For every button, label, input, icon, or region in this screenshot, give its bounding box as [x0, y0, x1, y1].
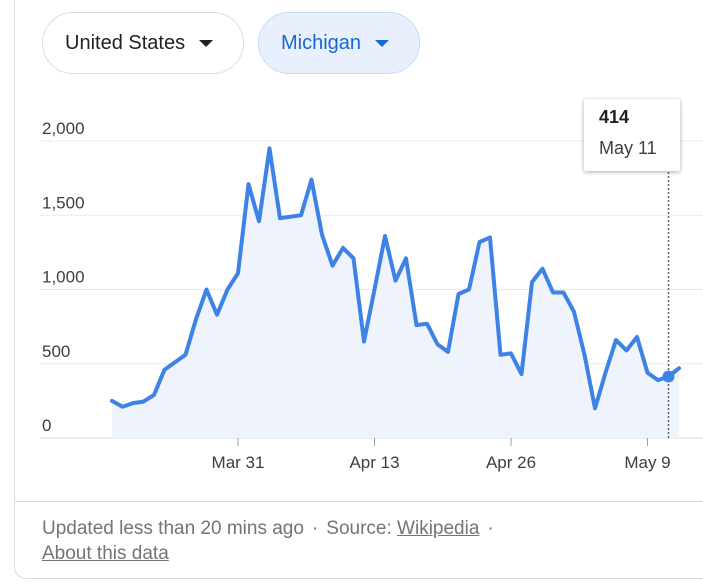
data-point — [604, 371, 608, 375]
data-point — [184, 353, 188, 357]
data-point — [677, 366, 681, 370]
value-tooltip: 414 May 11 — [584, 99, 680, 171]
y-axis: 0 500 1,000 1,500 2,000 — [42, 119, 85, 435]
tooltip-value: 414 — [599, 107, 630, 127]
data-point — [152, 393, 156, 397]
y-tick-label: 500 — [42, 342, 70, 361]
x-tick-label: Apr 13 — [349, 453, 399, 472]
data-point — [562, 290, 566, 294]
about-data-link[interactable]: About this data — [42, 543, 169, 564]
region-dropdown[interactable]: Michigan — [258, 12, 420, 74]
data-point — [341, 246, 345, 250]
data-point — [299, 213, 303, 217]
country-dropdown[interactable]: United States — [42, 12, 244, 74]
data-point — [614, 338, 618, 342]
data-point — [635, 335, 639, 339]
region-dropdown-label: Michigan — [281, 31, 362, 54]
data-point — [142, 400, 146, 404]
data-point — [268, 146, 272, 150]
chart-footer: Updated less than 20 mins ago · Source: Wi… — [42, 516, 662, 566]
data-point — [583, 353, 587, 357]
data-point — [236, 271, 240, 275]
data-point — [110, 399, 114, 403]
data-point — [373, 288, 377, 292]
data-point — [331, 264, 335, 268]
data-point — [163, 368, 167, 372]
data-point — [509, 351, 513, 355]
data-point — [551, 290, 555, 294]
data-point — [457, 292, 461, 296]
series-area — [112, 148, 679, 438]
tooltip-date: May 11 — [599, 138, 657, 158]
data-point — [310, 178, 314, 182]
footer-divider — [14, 501, 703, 502]
hover-point — [662, 370, 675, 383]
source-link[interactable]: Wikipedia — [397, 518, 480, 539]
chevron-down-icon — [375, 39, 390, 47]
separator-dot: · — [487, 518, 494, 539]
data-point — [425, 322, 429, 326]
data-point — [121, 405, 125, 409]
separator-dot: · — [311, 518, 319, 539]
data-point — [436, 342, 440, 346]
data-point — [656, 378, 660, 382]
country-dropdown-label: United States — [65, 31, 186, 54]
data-point — [415, 323, 419, 327]
data-point — [646, 371, 650, 375]
data-point — [625, 348, 629, 352]
series-line — [110, 146, 681, 411]
y-tick-label: 0 — [42, 416, 51, 435]
source-label: Source: — [326, 518, 392, 539]
data-point — [205, 288, 209, 292]
data-point — [520, 372, 524, 376]
data-point — [226, 288, 230, 292]
data-point — [488, 236, 492, 240]
data-point — [320, 233, 324, 237]
data-point — [194, 317, 198, 321]
data-point — [215, 313, 219, 317]
x-tick-label: Apr 26 — [486, 453, 536, 472]
data-point — [530, 280, 534, 284]
data-point — [289, 215, 293, 219]
x-tick-label: May 9 — [624, 453, 670, 472]
data-point — [404, 256, 408, 260]
data-point — [173, 360, 177, 364]
x-tick-label: Mar 31 — [212, 453, 265, 472]
y-tick-label: 2,000 — [42, 119, 85, 138]
data-point — [394, 279, 398, 283]
data-point — [541, 267, 545, 271]
data-point — [352, 256, 356, 260]
data-point — [499, 353, 503, 357]
data-point — [572, 310, 576, 314]
data-point — [362, 339, 366, 343]
x-axis: Mar 31 Apr 13 Apr 26 May 9 — [212, 438, 671, 472]
data-point — [593, 406, 597, 410]
data-point — [478, 240, 482, 244]
data-point — [257, 219, 261, 223]
updated-text: Updated less than 20 mins ago — [42, 518, 304, 539]
data-point — [131, 401, 135, 405]
data-point — [467, 288, 471, 292]
y-tick-label: 1,500 — [42, 193, 85, 212]
data-point — [247, 182, 251, 186]
chevron-down-icon — [199, 39, 214, 47]
data-point — [383, 234, 387, 238]
y-tick-label: 1,000 — [42, 268, 85, 287]
data-point — [278, 216, 282, 220]
data-point — [446, 350, 450, 354]
